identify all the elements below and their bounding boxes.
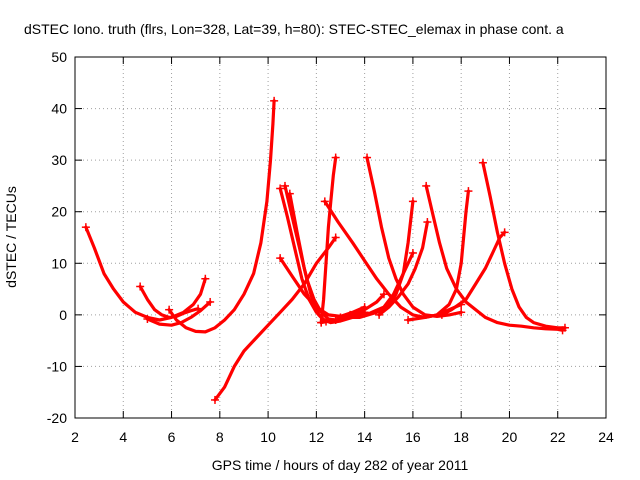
series-start-marker [478, 158, 487, 167]
data-series-20 [481, 161, 567, 330]
data-series-14 [338, 199, 415, 319]
y-tick-label: 40 [51, 101, 67, 117]
x-tick-label: 18 [453, 429, 469, 445]
y-tick-label: -10 [47, 358, 67, 374]
y-tick-label: -20 [47, 410, 67, 426]
series-start-marker [136, 282, 145, 291]
series-start-marker [165, 305, 174, 314]
plot-frame [74, 56, 607, 419]
y-axis-tick-labels: -20 -10 0 10 20 30 40 50 [47, 49, 67, 426]
y-axis-label: dSTEC / TECUs [3, 186, 19, 288]
data-series-12 [319, 292, 386, 325]
x-tick-label: 14 [357, 429, 373, 445]
chart-title: dSTEC Iono. truth (flrs, Lon=328, Lat=39… [24, 21, 564, 37]
series-start-marker [422, 181, 431, 190]
series-end-marker [500, 228, 509, 237]
y-tick-label: 50 [51, 49, 67, 65]
x-tick-label: 16 [405, 429, 421, 445]
y-tick-label: 10 [51, 255, 67, 271]
series-end-marker [201, 274, 210, 283]
data-series-1 [84, 225, 207, 322]
y-tick-label: 30 [51, 152, 67, 168]
x-tick-label: 6 [168, 429, 176, 445]
series-start-marker [375, 310, 384, 319]
x-tick-label: 2 [71, 429, 79, 445]
series-start-marker [276, 254, 285, 263]
data-series-2 [138, 284, 200, 319]
x-axis-tick-labels: 2 4 6 8 10 12 14 16 18 20 22 24 [71, 429, 614, 445]
series-start-marker [363, 153, 372, 162]
x-tick-label: 24 [598, 429, 614, 445]
series-end-marker [408, 197, 417, 206]
series-start-marker [437, 310, 446, 319]
series-layer [81, 96, 569, 404]
x-tick-label: 10 [260, 429, 276, 445]
x-tick-label: 20 [502, 429, 518, 445]
grid [75, 57, 606, 418]
series-end-marker [331, 233, 340, 242]
series-start-marker [404, 316, 413, 325]
series-end-marker [379, 290, 388, 299]
data-series-5 [213, 235, 338, 402]
data-series-10 [319, 156, 338, 325]
series-end-marker [408, 248, 417, 257]
x-tick-label: 4 [119, 429, 127, 445]
series-start-marker [280, 181, 289, 190]
data-series-16 [377, 220, 429, 317]
x-tick-label: 8 [216, 429, 224, 445]
y-tick-label: 0 [59, 307, 67, 323]
series-end-marker [270, 96, 279, 105]
x-tick-label: 22 [550, 429, 566, 445]
series-end-marker [331, 153, 340, 162]
x-tick-label: 12 [309, 429, 325, 445]
series-start-marker [210, 395, 219, 404]
series-start-marker [336, 313, 345, 322]
series-end-marker [457, 308, 466, 317]
series-start-marker [320, 197, 329, 206]
data-series-15 [348, 251, 415, 317]
series-end-marker [206, 297, 215, 306]
series-start-marker [143, 314, 152, 323]
series-start-marker [276, 184, 285, 193]
data-series-8 [288, 192, 328, 324]
data-series-17 [424, 184, 565, 332]
series-start-marker [317, 318, 326, 327]
series-start-marker [81, 223, 90, 232]
axis-ticks [74, 56, 607, 419]
data-series-4 [167, 99, 276, 334]
series-end-marker [464, 187, 473, 196]
series-end-marker [560, 323, 569, 332]
x-axis-label: GPS time / hours of day 282 of year 2011 [212, 457, 469, 473]
data-series-13 [365, 156, 463, 318]
series-start-marker [285, 189, 294, 198]
y-tick-label: 20 [51, 204, 67, 220]
series-start-marker [346, 310, 355, 319]
series-end-marker [423, 218, 432, 227]
data-series-18 [406, 189, 470, 322]
